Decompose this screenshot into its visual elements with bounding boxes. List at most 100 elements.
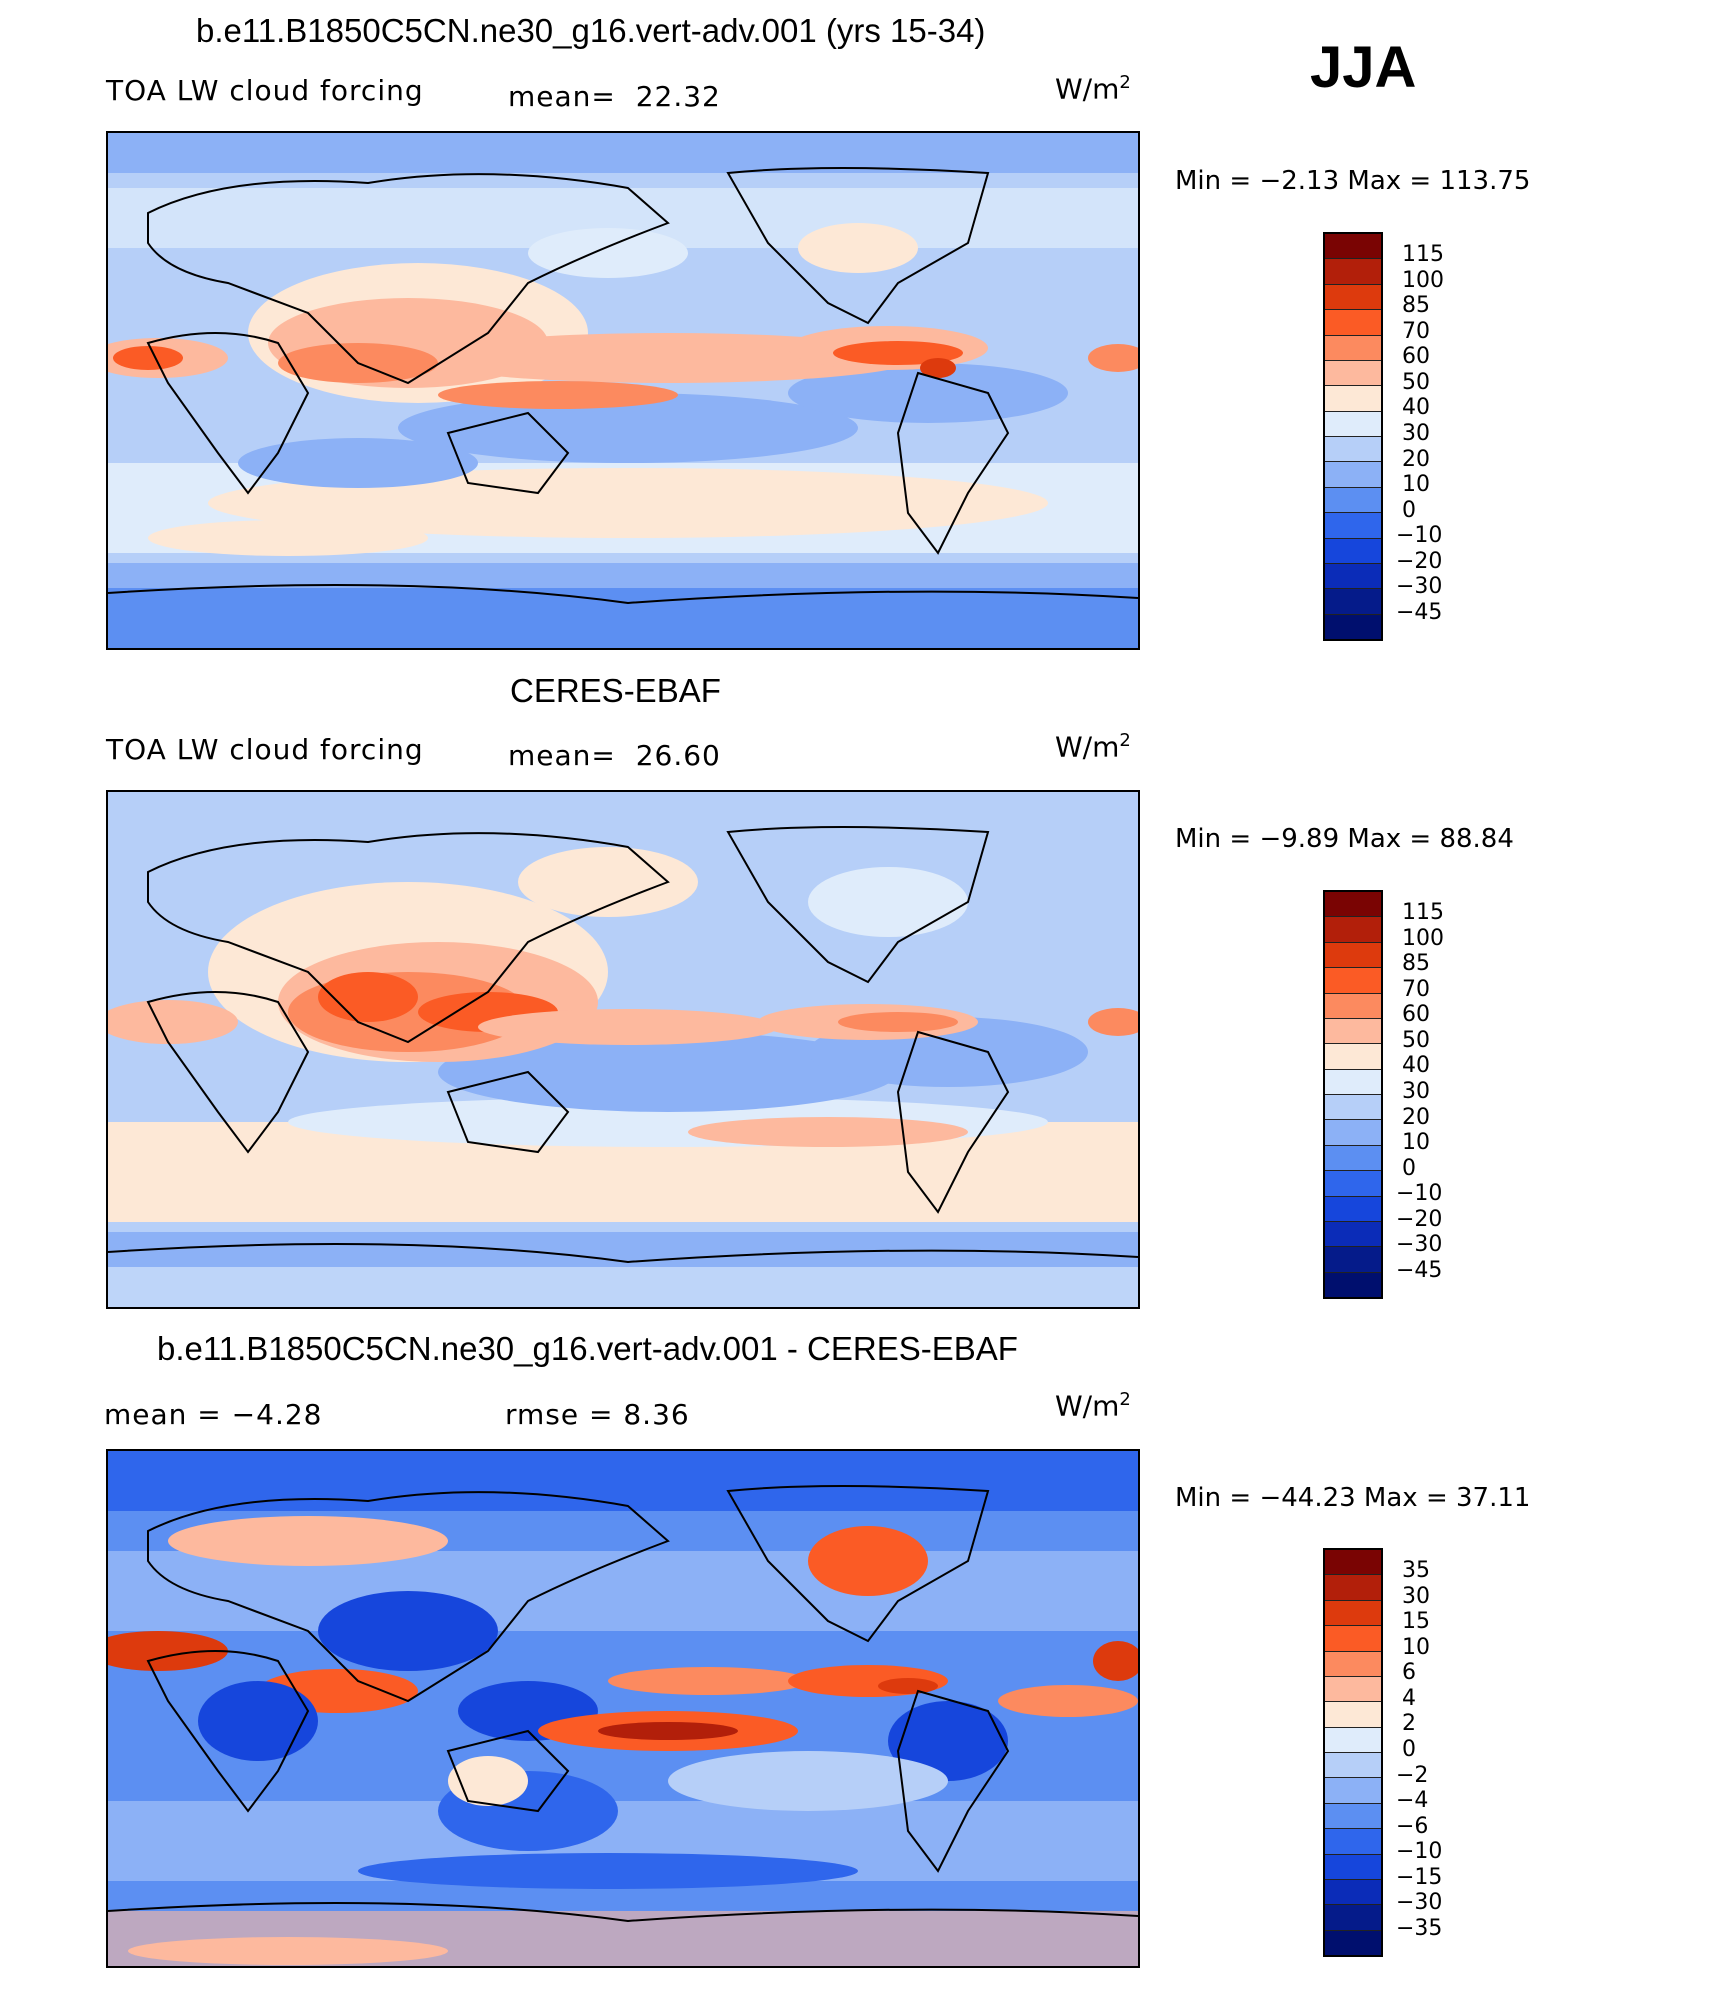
panel3-colorbar-tick-label: 4 <box>1402 1685 1416 1711</box>
panel1-colorbar-tick-label: 30 <box>1402 420 1430 446</box>
panel2-colorbar-swatch <box>1325 1043 1381 1069</box>
panel1-colorbar-tick-label: −20 <box>1396 548 1443 574</box>
panel3-units-exp: 2 <box>1119 1389 1131 1410</box>
panel1-subtitle: TOA LW cloud forcing <box>106 74 424 107</box>
panel1-map <box>106 131 1140 650</box>
panel3-colorbar-tick-label: 10 <box>1402 1634 1430 1660</box>
panel3-colorbar-swatch <box>1325 1650 1381 1676</box>
panel1-colorbar-swatch <box>1325 461 1381 487</box>
panel1-colorbar-swatch <box>1325 486 1381 513</box>
panel1-units-exp: 2 <box>1119 72 1131 93</box>
panel1-colorbar-swatch <box>1325 234 1381 259</box>
panel2-colorbar-tick-label: 20 <box>1402 1104 1430 1130</box>
panel2-colorbar-swatch <box>1325 1017 1381 1044</box>
panel1-units: W/m2 <box>1055 72 1131 105</box>
panel3-colorbar-swatch <box>1325 1701 1381 1727</box>
panel3-colorbar-tick-label: −10 <box>1396 1839 1443 1865</box>
panel2-colorbar-swatch <box>1325 1144 1381 1171</box>
panel2-colorbar-swatch <box>1325 967 1381 993</box>
panel2-colorbar-tick-label: −10 <box>1396 1181 1443 1207</box>
panel1-colorbar-swatch <box>1325 283 1381 310</box>
season-label: JJA <box>1310 35 1417 100</box>
panel2-colorbar-swatch <box>1325 1195 1381 1221</box>
panel2-colorbar-tick-label: 40 <box>1402 1053 1430 1079</box>
panel1-colorbar-swatch <box>1325 334 1381 360</box>
panel1-mean-label: mean= <box>508 80 616 113</box>
panel3-colorbar-swatch <box>1325 1853 1381 1879</box>
panel1-colorbar-tick-label: −30 <box>1396 574 1443 600</box>
panel1-colorbar <box>1323 232 1383 641</box>
panel3-colorbar-tick-label: 2 <box>1402 1711 1416 1737</box>
panel3-colorbar-tick-label: −35 <box>1396 1915 1443 1941</box>
panel1-mean-value: 22.32 <box>635 80 721 113</box>
panel1-colorbar-swatch <box>1325 613 1381 639</box>
panel2-colorbar-swatch <box>1325 892 1381 917</box>
panel2-map <box>106 790 1140 1309</box>
panel2-colorbar-tick-label: −30 <box>1396 1232 1443 1258</box>
panel2-colorbar-swatch <box>1325 1119 1381 1145</box>
panel1-colorbar-tick-label: 100 <box>1402 267 1444 293</box>
panel3-colorbar-swatch <box>1325 1929 1381 1955</box>
panel1-colorbar-swatch <box>1325 512 1381 538</box>
panel2-colorbar-tick-label: 0 <box>1402 1155 1416 1181</box>
panel1-colorbar-swatch <box>1325 588 1381 614</box>
panel2-colorbar-tick-label: 30 <box>1402 1078 1430 1104</box>
panel3-units-text: W/m <box>1055 1389 1120 1423</box>
panel1-mean: mean= 22.32 <box>508 80 721 113</box>
panel3-colorbar-tick-label: −4 <box>1396 1788 1429 1814</box>
panel3-colorbar-swatch <box>1325 1828 1381 1854</box>
panel3-colorbar-tick-label: 15 <box>1402 1609 1430 1635</box>
panel1-colorbar-tick-label: 10 <box>1402 472 1430 498</box>
panel2-colorbar-tick-label: 70 <box>1402 976 1430 1002</box>
panel2-colorbar-swatch <box>1325 992 1381 1018</box>
panel3-colorbar-swatch <box>1325 1752 1381 1778</box>
panel2-colorbar-swatch <box>1325 916 1381 942</box>
panel2-colorbar-swatch <box>1325 1220 1381 1247</box>
panel3-minmax: Min = −44.23 Max = 37.11 <box>1175 1483 1531 1513</box>
panel1-colorbar-swatch <box>1325 436 1381 462</box>
panel1-colorbar-tick-label: 50 <box>1402 369 1430 395</box>
panel1-units-text: W/m <box>1055 72 1120 106</box>
panel2-colorbar-swatch <box>1325 1271 1381 1297</box>
panel3-map <box>106 1449 1140 1968</box>
panel2-colorbar-swatch <box>1325 941 1381 968</box>
panel2-colorbar-tick-label: 60 <box>1402 1002 1430 1028</box>
panel2-colorbar-swatch <box>1325 1068 1381 1094</box>
panel2-subtitle: TOA LW cloud forcing <box>106 733 424 766</box>
panel3-units: W/m2 <box>1055 1389 1131 1422</box>
panel2-colorbar-tick-label: 100 <box>1402 925 1444 951</box>
panel2-units: W/m2 <box>1055 730 1131 763</box>
panel2-colorbar-tick-label: −20 <box>1396 1206 1443 1232</box>
panel3-colorbar-tick-label: 0 <box>1402 1736 1416 1762</box>
panel2-colorbar-swatch <box>1325 1094 1381 1120</box>
panel1-title: b.e11.B1850C5CN.ne30_g16.vert-adv.001 (y… <box>196 12 986 49</box>
panel3-colorbar <box>1323 1548 1383 1957</box>
panel3-mean: mean = −4.28 <box>104 1398 323 1431</box>
panel2-mean-value: 26.60 <box>635 739 721 772</box>
panel2-colorbar-swatch <box>1325 1170 1381 1196</box>
panel3-colorbar-swatch <box>1325 1675 1381 1702</box>
panel3-colorbar-swatch <box>1325 1777 1381 1803</box>
panel2-units-exp: 2 <box>1119 730 1131 751</box>
panel3-rmse: rmse = 8.36 <box>505 1398 690 1431</box>
panel3-colorbar-tick-label: −2 <box>1396 1762 1429 1788</box>
panel2-colorbar-tick-label: 10 <box>1402 1130 1430 1156</box>
panel3-colorbar-tick-label: −30 <box>1396 1890 1443 1916</box>
panel3-colorbar-tick-label: 30 <box>1402 1583 1430 1609</box>
panel1-colorbar-tick-label: 60 <box>1402 344 1430 370</box>
panel2-mean: mean= 26.60 <box>508 739 721 772</box>
panel3-colorbar-swatch <box>1325 1802 1381 1829</box>
panel3-colorbar-tick-label: 6 <box>1402 1660 1416 1686</box>
panel1-colorbar-tick-label: 20 <box>1402 446 1430 472</box>
panel1-colorbar-swatch <box>1325 309 1381 335</box>
panel2-mean-label: mean= <box>508 739 616 772</box>
panel3-colorbar-swatch <box>1325 1574 1381 1600</box>
panel1-colorbar-tick-label: 85 <box>1402 293 1430 319</box>
panel2-colorbar <box>1323 890 1383 1299</box>
panel1-colorbar-tick-label: −45 <box>1396 599 1443 625</box>
panel3-colorbar-tick-label: 35 <box>1402 1558 1430 1583</box>
panel2-colorbar-tick-label: 115 <box>1402 900 1444 925</box>
panel1-colorbar-tick-label: 40 <box>1402 395 1430 421</box>
panel3-colorbar-swatch <box>1325 1878 1381 1905</box>
panel2-minmax: Min = −9.89 Max = 88.84 <box>1175 824 1514 854</box>
